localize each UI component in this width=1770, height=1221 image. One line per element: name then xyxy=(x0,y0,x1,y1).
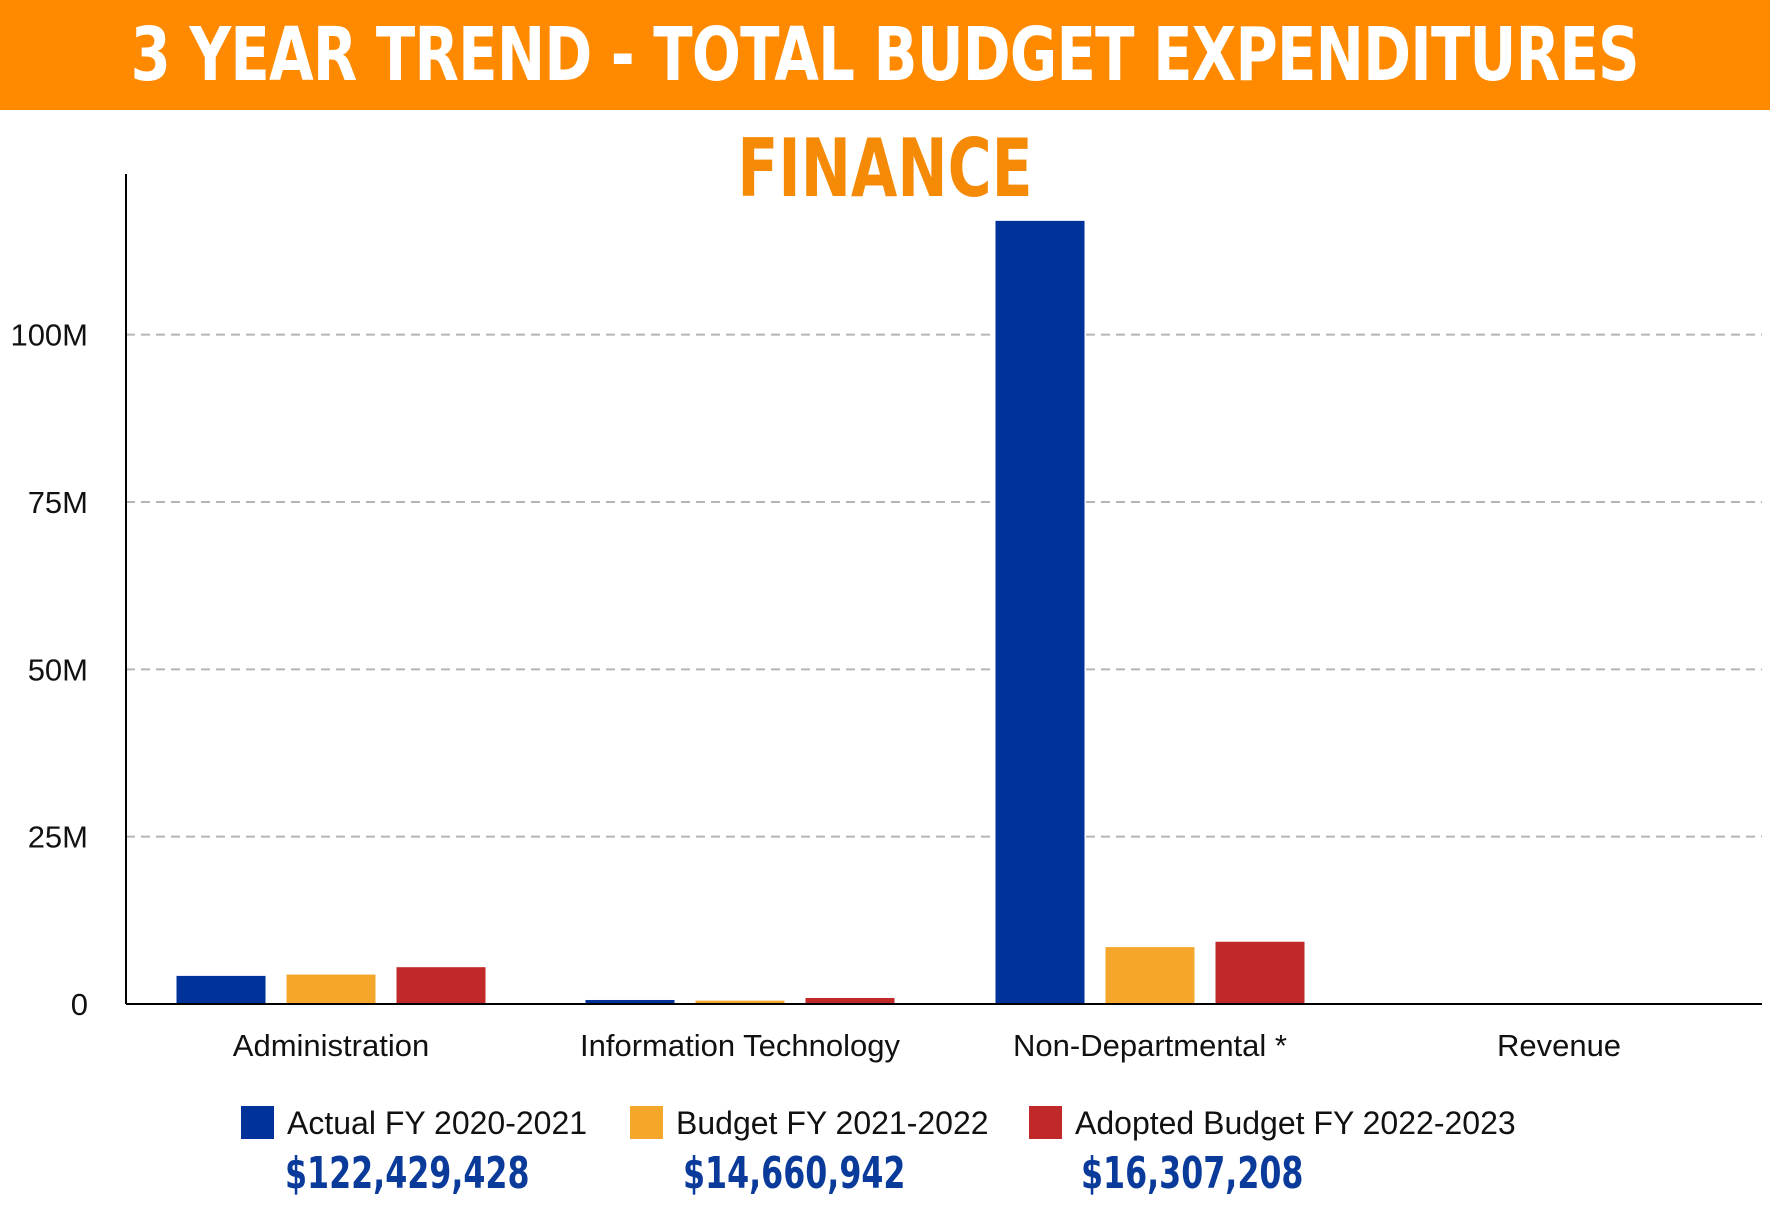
legend-label: Adopted Budget FY 2022-2023 xyxy=(1075,1105,1516,1141)
x-tick-label: Administration xyxy=(233,1028,429,1063)
x-tick-label: Revenue xyxy=(1497,1028,1621,1063)
bar xyxy=(1105,947,1195,1004)
bar xyxy=(176,975,266,1004)
chart-title: FINANCE xyxy=(737,122,1033,215)
legend-label: Budget FY 2021-2022 xyxy=(676,1105,989,1141)
legend-swatch xyxy=(1029,1106,1062,1139)
total-actual: $122,429,428 xyxy=(285,1148,530,1199)
bar xyxy=(1215,941,1305,1004)
bar xyxy=(396,967,486,1004)
y-tick-label: 25M xyxy=(28,820,88,855)
y-tick-label: 50M xyxy=(28,652,88,687)
total-adopted: $16,307,208 xyxy=(1081,1148,1304,1199)
y-tick-label: 100M xyxy=(10,318,88,353)
legend-swatch xyxy=(241,1106,274,1139)
legend-swatch xyxy=(630,1106,663,1139)
bar xyxy=(995,220,1085,1004)
bar xyxy=(695,1000,785,1004)
y-tick-label: 0 xyxy=(71,987,88,1022)
x-tick-label: Information Technology xyxy=(580,1028,900,1063)
legend-label: Actual FY 2020-2021 xyxy=(287,1105,587,1141)
y-tick-label: 75M xyxy=(28,485,88,520)
total-budget: $14,660,942 xyxy=(683,1148,906,1199)
bar xyxy=(585,999,675,1004)
page-title: 3 YEAR TREND - TOTAL BUDGET EXPENDITURES xyxy=(130,12,1640,98)
bar xyxy=(805,997,895,1004)
title-banner: 3 YEAR TREND - TOTAL BUDGET EXPENDITURES xyxy=(0,0,1770,110)
bar xyxy=(286,974,376,1004)
x-tick-label: Non-Departmental * xyxy=(1013,1028,1287,1063)
